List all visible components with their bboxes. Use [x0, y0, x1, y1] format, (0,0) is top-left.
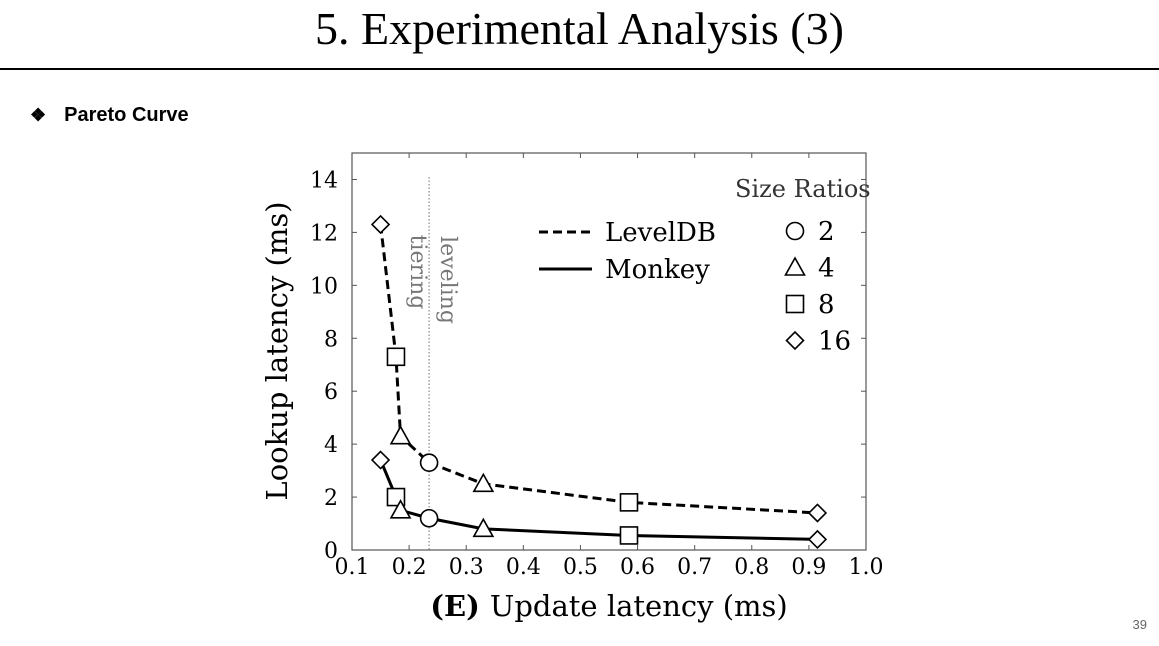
chart-legend: LevelDB Monkey Size Ratios 2 4 8 16 — [539, 175, 871, 357]
bullet-label: Pareto Curve — [64, 104, 189, 126]
x-axis-label: (E) Update latency (ms) — [430, 589, 787, 623]
legend-label-leveldb: LevelDB — [605, 218, 716, 248]
legend-marker-diamond — [785, 330, 805, 351]
y-tick-label: 8 — [324, 327, 338, 352]
data-point-leveldb-diamond — [370, 214, 391, 235]
leveling-annotation: leveling — [435, 236, 460, 324]
chart-annotations: tiering leveling — [405, 177, 460, 550]
plot-frame — [351, 152, 867, 551]
x-tick-label: 0.4 — [506, 555, 541, 580]
data-point-leveldb-triangle — [472, 472, 495, 493]
chart-axes: 0.1 0.2 0.3 0.4 0.5 0.6 0.7 0.8 0.9 1.0 0 2 4 6 8 10 12 1… — [310, 152, 884, 580]
legend-label-monkey: Monkey — [605, 255, 710, 285]
size-ratio-label: 4 — [818, 254, 835, 284]
data-point-monkey-triangle — [389, 499, 412, 519]
y-tick-label: 6 — [324, 380, 338, 405]
size-ratios-title: Size Ratios — [735, 175, 871, 203]
data-point-leveldb-square — [619, 493, 639, 512]
data-point-monkey-square — [619, 526, 639, 545]
size-ratio-label: 2 — [818, 217, 835, 247]
data-point-leveldb-diamond — [807, 503, 828, 523]
slide-title: 5. Experimental Analysis (3) — [315, 3, 844, 54]
x-tick-label: 0.7 — [677, 555, 712, 580]
chart-axis-labels: (E) Update latency (ms) Lookup latency (m… — [260, 201, 788, 623]
legend-marker-square — [785, 294, 805, 314]
x-tick-label: 0.3 — [449, 555, 484, 580]
chart-series — [370, 214, 828, 550]
data-point-monkey-diamond — [370, 450, 391, 470]
data-point-monkey-triangle — [472, 517, 495, 538]
size-ratio-label: 16 — [818, 327, 851, 357]
size-ratio-label: 8 — [818, 290, 835, 320]
x-tick-label: 0.1 — [335, 555, 370, 580]
y-tick-label: 12 — [310, 221, 338, 246]
y-tick-label: 4 — [324, 433, 338, 458]
y-tick-label: 0 — [324, 539, 338, 564]
x-tick-label: 0.6 — [620, 555, 655, 580]
data-point-monkey-circle — [419, 508, 439, 528]
x-tick-label: 0.9 — [791, 555, 826, 580]
x-axis-label-prefix: (E) — [430, 589, 490, 623]
x-tick-label: 0.5 — [563, 555, 598, 580]
x-axis-label-text: Update latency (ms) — [490, 589, 788, 623]
legend-marker-triangle — [784, 256, 806, 276]
x-tick-label: 1.0 — [849, 555, 884, 580]
data-point-leveldb-circle — [419, 453, 439, 472]
y-tick-label: 2 — [324, 486, 338, 511]
y-axis-label: Lookup latency (ms) — [260, 201, 294, 500]
x-tick-label: 0.8 — [734, 555, 769, 580]
tiering-annotation: tiering — [405, 235, 430, 310]
legend-marker-circle — [785, 221, 805, 241]
y-tick-label: 10 — [310, 274, 338, 299]
page-number: 39 — [1132, 617, 1147, 632]
x-tick-label: 0.2 — [392, 555, 427, 580]
data-point-leveldb-square — [386, 347, 406, 367]
bullet-item: ❖ Pareto Curve — [30, 104, 189, 127]
title-divider — [0, 68, 1159, 70]
y-tick-label: 14 — [310, 168, 338, 193]
diamond-bullet-icon: ❖ — [30, 105, 47, 125]
data-point-leveldb-triangle — [389, 425, 412, 445]
data-point-monkey-diamond — [807, 529, 828, 550]
